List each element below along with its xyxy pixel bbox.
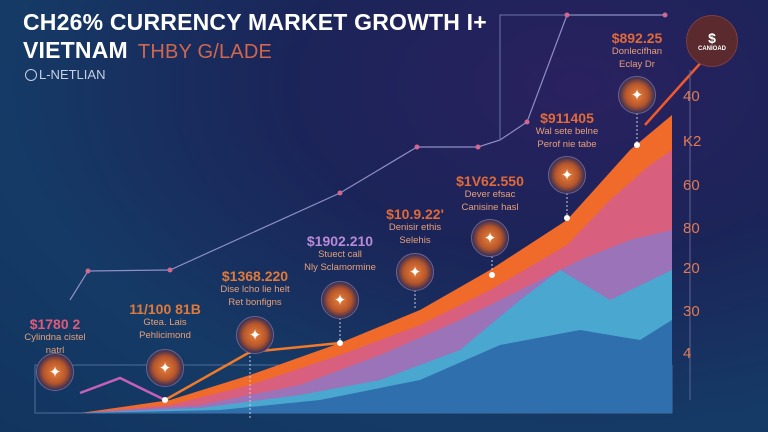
brand: L-NETLIAN <box>25 67 105 82</box>
annotation-desc1: Denisir ethis <box>388 222 442 233</box>
title-line-2: VIETNAM <box>23 37 128 63</box>
annotation-value: $892.25 <box>611 30 663 46</box>
title-line-1: CH26% CURRENCY MARKET GROWTH I+ <box>23 9 487 35</box>
annotation-leaders <box>249 113 638 420</box>
y-tick-label: 60 <box>683 177 700 194</box>
annotation-value: $10.9.22' <box>386 206 444 222</box>
subtitle: THBY G/LADE <box>137 41 273 63</box>
annotation-desc2: Selehis <box>399 235 431 246</box>
annotation: $1368.220 Dise lcho lie helt Ret bonfigns <box>220 268 290 309</box>
brand-text: L-NETLIAN <box>39 67 106 82</box>
annotation-desc1: Dise lcho lie helt <box>220 284 290 295</box>
annotation: $892.25 Donlecifhan Eclay Dr <box>611 30 663 71</box>
y-tick-label: 30 <box>683 303 700 320</box>
annotation-desc1: Wal sete belne <box>535 126 599 137</box>
trend-line-upper <box>69 14 665 301</box>
guide-line <box>499 14 567 140</box>
annotation-desc1: Dever efsac <box>464 189 516 200</box>
temple-icon: ✦ <box>236 316 274 354</box>
annotation-desc2: Canisine hasl <box>461 202 519 213</box>
y-tick-label: 40 <box>683 88 700 105</box>
dollar-icon: $ <box>708 30 716 46</box>
annotation: $10.9.22' Denisir ethis Selehis <box>386 206 444 247</box>
annotation-desc2: Perof nie tabe <box>537 139 597 150</box>
globe-icon <box>25 68 37 81</box>
annotation: $1V62.550 Dever efsac Canisine hasl <box>456 173 524 214</box>
trophy-icon: ✦ <box>548 156 586 194</box>
data-points <box>162 142 640 403</box>
annotation-value: $1368.220 <box>221 268 289 284</box>
annotation-value: $911405 <box>540 110 594 126</box>
annotation-desc2: natrl <box>45 345 65 356</box>
annotation-value: $1902.210 <box>306 233 374 249</box>
gem-icon: ✦ <box>396 253 434 291</box>
annotation-desc2: Nly Sclamormine <box>304 262 376 273</box>
coin-icon: ✦ <box>146 349 184 387</box>
annotation-desc1: Cylindna cistel <box>24 332 86 343</box>
annotation-desc2: Ret bonfigns <box>228 297 282 308</box>
annotation: 11/100 81B Gtea. Lais Pehlicimond <box>129 301 201 342</box>
upper-points <box>85 12 668 274</box>
y-tick-label: 80 <box>683 220 700 237</box>
annotation-desc1: Donlecifhan <box>611 46 663 57</box>
lion-icon: ✦ <box>36 353 74 391</box>
annotation-desc1: Gtea. Lais <box>143 317 187 328</box>
growth-arrow <box>644 57 706 126</box>
annotation-value: $1780 2 <box>29 316 81 332</box>
logo-text: CANIOAD <box>698 46 726 52</box>
annotation: $1780 2 Cylindna cistel natrl <box>24 316 86 357</box>
y-tick-label: 20 <box>683 260 700 277</box>
logo: $ CANIOAD <box>686 15 738 67</box>
y-tick-label: 4 <box>683 345 692 362</box>
annotation: $1902.210 Stuect call Nly Sclamormine <box>304 233 376 274</box>
chart-title: CH26% CURRENCY MARKET GROWTH I+ VIETNAM T… <box>23 8 487 66</box>
annotation-desc2: Pehlicimond <box>139 330 191 341</box>
y-tick-label: K2 <box>683 133 702 150</box>
annotation: $911405 Wal sete belne Perof nie tabe <box>535 110 599 151</box>
fire-icon: ✦ <box>321 281 359 319</box>
crest-icon: ✦ <box>618 76 656 114</box>
annotation-desc2: Eclay Dr <box>619 59 655 70</box>
area-layer-blue <box>80 320 672 413</box>
diamond-icon: ✦ <box>471 219 509 257</box>
annotation-value: 11/100 81B <box>129 301 201 317</box>
trend-line-pink <box>79 376 166 402</box>
annotation-desc1: Stuect call <box>318 249 362 260</box>
annotation-value: $1V62.550 <box>456 173 524 189</box>
